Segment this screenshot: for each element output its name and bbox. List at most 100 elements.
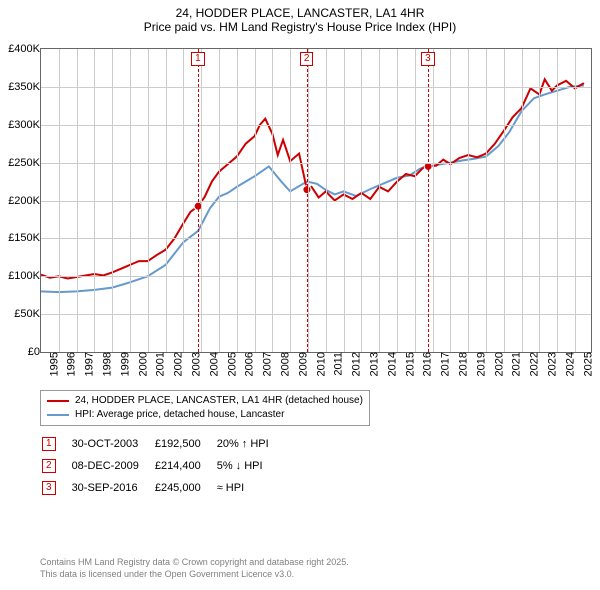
x-axis-label: 2001 — [153, 352, 167, 376]
series-line — [41, 79, 584, 278]
sale-date: 30-OCT-2003 — [72, 434, 153, 454]
sale-vs-hpi: 20% ↑ HPI — [217, 434, 283, 454]
gridline-vertical — [433, 49, 434, 352]
gridline-vertical — [344, 49, 345, 352]
chart-title: 24, HODDER PLACE, LANCASTER, LA1 4HR Pri… — [0, 0, 600, 34]
x-axis-label: 2012 — [349, 352, 363, 376]
x-axis-label: 2008 — [277, 352, 291, 376]
gridline-vertical — [522, 49, 523, 352]
y-axis-label: £250K — [8, 157, 41, 169]
price-chart: £0£50K£100K£150K£200K£250K£300K£350K£400… — [40, 48, 592, 353]
legend-item: 24, HODDER PLACE, LANCASTER, LA1 4HR (de… — [47, 394, 363, 408]
y-axis-label: £100K — [8, 270, 41, 282]
x-axis-label: 2016 — [420, 352, 434, 376]
sale-index-badge: 3 — [42, 481, 56, 495]
gridline-vertical — [557, 49, 558, 352]
sale-event-marker: 2 — [300, 52, 314, 66]
y-axis-label: £350K — [8, 81, 41, 93]
x-axis-label: 2013 — [366, 352, 380, 376]
gridline-horizontal — [41, 125, 591, 126]
gridline-vertical — [486, 49, 487, 352]
legend-swatch — [47, 414, 69, 416]
sale-event-marker: 3 — [421, 52, 435, 66]
x-axis-label: 1998 — [99, 352, 113, 376]
x-axis-label: 2007 — [260, 352, 274, 376]
x-axis-label: 2024 — [562, 352, 576, 376]
sale-vs-hpi: ≈ HPI — [217, 478, 283, 498]
gridline-horizontal — [41, 276, 591, 277]
x-axis-label: 2003 — [188, 352, 202, 376]
gridline-vertical — [450, 49, 451, 352]
x-axis-label: 2004 — [206, 352, 220, 376]
gridline-vertical — [272, 49, 273, 352]
legend-label: 24, HODDER PLACE, LANCASTER, LA1 4HR (de… — [75, 394, 363, 408]
gridline-vertical — [397, 49, 398, 352]
gridline-vertical — [183, 49, 184, 352]
sale-vs-hpi: 5% ↓ HPI — [217, 456, 283, 476]
licence-line-2: This data is licensed under the Open Gov… — [40, 568, 349, 580]
x-axis-label: 2022 — [527, 352, 541, 376]
gridline-vertical — [112, 49, 113, 352]
sale-event-marker: 1 — [191, 52, 205, 66]
x-axis-label: 2017 — [438, 352, 452, 376]
x-axis-label: 2009 — [295, 352, 309, 376]
gridline-vertical — [308, 49, 309, 352]
gridline-vertical — [201, 49, 202, 352]
gridline-vertical — [504, 49, 505, 352]
gridline-horizontal — [41, 238, 591, 239]
x-axis-label: 2019 — [473, 352, 487, 376]
gridline-vertical — [326, 49, 327, 352]
x-axis-label: 2015 — [402, 352, 416, 376]
sale-event-line — [307, 49, 308, 352]
x-axis-label: 2018 — [455, 352, 469, 376]
gridline-vertical — [379, 49, 380, 352]
gridline-horizontal — [41, 201, 591, 202]
x-axis-label: 1995 — [46, 352, 60, 376]
gridline-horizontal — [41, 314, 591, 315]
gridline-vertical — [255, 49, 256, 352]
x-axis-label: 2011 — [331, 352, 345, 376]
x-axis-label: 2006 — [242, 352, 256, 376]
x-axis-label: 2000 — [135, 352, 149, 376]
gridline-vertical — [166, 49, 167, 352]
gridline-vertical — [415, 49, 416, 352]
gridline-vertical — [361, 49, 362, 352]
x-axis-label: 2025 — [580, 352, 594, 376]
y-axis-label: £400K — [8, 43, 41, 55]
sales-row: 3 30-SEP-2016£245,000≈ HPI — [42, 478, 283, 498]
x-axis-label: 2005 — [224, 352, 238, 376]
y-axis-label: £300K — [8, 119, 41, 131]
sales-row: 130-OCT-2003£192,50020% ↑ HPI — [42, 434, 283, 454]
y-axis-label: £0 — [28, 346, 41, 358]
x-axis-label: 1996 — [64, 352, 78, 376]
legend-swatch — [47, 400, 69, 402]
x-axis-label: 2020 — [491, 352, 505, 376]
sale-index-badge: 1 — [42, 437, 56, 451]
y-axis-label: £200K — [8, 195, 41, 207]
sale-index-badge: 2 — [42, 459, 56, 473]
gridline-vertical — [539, 49, 540, 352]
sale-event-line — [428, 49, 429, 352]
licence-line-1: Contains HM Land Registry data © Crown c… — [40, 556, 349, 568]
licence-text: Contains HM Land Registry data © Crown c… — [40, 556, 349, 580]
gridline-horizontal — [41, 163, 591, 164]
y-axis-label: £150K — [8, 232, 41, 244]
chart-legend: 24, HODDER PLACE, LANCASTER, LA1 4HR (de… — [40, 390, 370, 426]
x-axis-label: 2014 — [384, 352, 398, 376]
sale-date: 08-DEC-2009 — [72, 456, 153, 476]
gridline-vertical — [77, 49, 78, 352]
x-axis-label: 2021 — [509, 352, 523, 376]
title-line-1: 24, HODDER PLACE, LANCASTER, LA1 4HR — [0, 6, 600, 20]
sale-event-line — [198, 49, 199, 352]
sales-row: 208-DEC-2009£214,4005% ↓ HPI — [42, 456, 283, 476]
gridline-vertical — [148, 49, 149, 352]
gridline-vertical — [290, 49, 291, 352]
gridline-vertical — [130, 49, 131, 352]
gridline-vertical — [219, 49, 220, 352]
gridline-vertical — [575, 49, 576, 352]
sale-price: £245,000 — [155, 478, 215, 498]
x-axis-label: 2023 — [544, 352, 558, 376]
sales-table: 130-OCT-2003£192,50020% ↑ HPI208-DEC-200… — [40, 432, 285, 500]
sale-date: 30-SEP-2016 — [72, 478, 153, 498]
gridline-vertical — [237, 49, 238, 352]
